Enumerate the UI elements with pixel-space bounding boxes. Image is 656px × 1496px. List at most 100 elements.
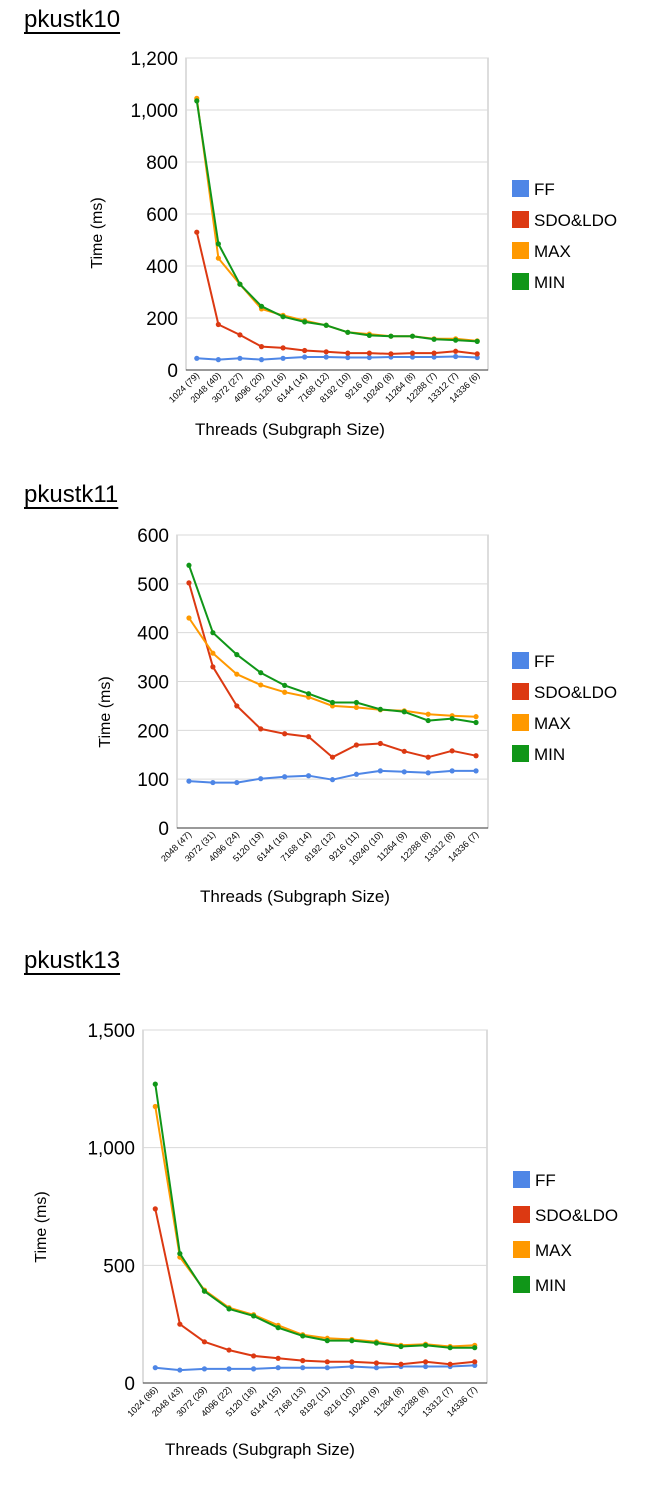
data-point-ff: [177, 1367, 183, 1373]
y-tick-label: 800: [146, 153, 178, 174]
legend-swatch-min: [513, 1276, 530, 1293]
data-point-sdo-ldo: [401, 748, 407, 754]
data-point-sdo-ldo: [234, 703, 240, 709]
data-point-sdo-ldo: [237, 332, 243, 338]
data-point-sdo-ldo: [226, 1347, 232, 1353]
y-tick-label: 200: [146, 309, 178, 330]
series-line-sdo-ldo: [195, 231, 478, 355]
data-point-max: [186, 615, 192, 621]
y-axis-label: Time (ms): [33, 1191, 50, 1262]
y-axis-label: Time (ms): [97, 676, 114, 747]
y-tick-label: 400: [146, 257, 178, 278]
data-point-min: [425, 717, 431, 724]
data-point-ff: [237, 355, 243, 361]
data-point-min: [324, 1338, 330, 1344]
data-point-max: [473, 714, 479, 720]
data-point-ff: [377, 768, 383, 774]
legend-label-max: MAX: [535, 1241, 572, 1260]
data-point-min: [305, 691, 312, 697]
series-line-sdo-ldo: [154, 1208, 475, 1366]
data-point-min: [194, 98, 200, 104]
data-point-sdo-ldo: [323, 349, 329, 355]
series-line-min: [195, 100, 478, 343]
data-point-min: [388, 333, 394, 339]
data-point-ff: [473, 768, 479, 774]
series-line-min: [154, 1083, 475, 1349]
data-point-min: [349, 1338, 355, 1344]
y-tick-label: 1,000: [130, 101, 178, 122]
y-tick-label: 500: [103, 1256, 135, 1277]
data-point-min: [210, 630, 216, 636]
data-point-ff: [425, 770, 431, 776]
data-point-min: [472, 1345, 478, 1351]
data-point-sdo-ldo: [447, 1361, 453, 1367]
plot-area: [142, 1029, 488, 1384]
data-point-min: [453, 337, 459, 343]
data-point-ff: [210, 779, 216, 786]
data-point-ff: [280, 355, 286, 361]
data-point-min: [373, 1340, 380, 1346]
data-point-sdo-ldo: [258, 726, 264, 732]
data-point-ff: [366, 354, 372, 361]
data-point-sdo-ldo: [409, 350, 416, 356]
y-tick-label: 300: [137, 673, 169, 694]
legend-label-ff: FF: [535, 1171, 556, 1190]
data-point-ff: [258, 776, 264, 782]
data-point-sdo-ldo: [302, 347, 308, 354]
data-point-ff: [373, 1365, 380, 1371]
data-point-max: [258, 682, 264, 688]
data-point-min: [237, 281, 243, 287]
chart-title-pkustk11: pkustk11: [24, 481, 119, 508]
legend-swatch-ff: [512, 652, 529, 669]
data-point-sdo-ldo: [258, 344, 265, 350]
data-point-sdo-ldo: [353, 742, 360, 748]
legend-swatch-ff: [513, 1171, 530, 1188]
legend-swatch-sdo-ldo: [512, 683, 529, 700]
x-axis-label: Threads (Subgraph Size): [200, 887, 390, 906]
data-point-sdo-ldo: [201, 1339, 208, 1345]
data-point-max: [234, 671, 240, 677]
data-point-sdo-ldo: [305, 734, 312, 740]
data-point-min: [302, 319, 308, 325]
data-point-ff: [323, 354, 329, 360]
data-point-ff: [258, 357, 265, 363]
y-tick-label: 600: [146, 205, 178, 226]
data-point-min: [431, 336, 437, 342]
data-point-ff: [349, 1363, 355, 1370]
data-point-sdo-ldo: [377, 740, 383, 747]
y-tick-label: 0: [158, 819, 169, 840]
data-point-ff: [422, 1363, 429, 1370]
data-point-ff: [329, 777, 336, 783]
data-point-ff: [275, 1365, 281, 1371]
data-point-ff: [409, 354, 416, 360]
data-point-min: [323, 322, 329, 328]
legend-swatch-max: [513, 1241, 530, 1258]
data-point-ff: [282, 774, 288, 780]
data-point-min: [280, 314, 286, 320]
data-point-ff: [194, 355, 200, 361]
data-point-max: [425, 711, 431, 717]
data-point-min: [215, 241, 221, 247]
data-point-min: [282, 682, 288, 689]
data-point-min: [422, 1342, 429, 1348]
data-point-sdo-ldo: [388, 351, 394, 357]
data-point-sdo-ldo: [177, 1321, 183, 1327]
y-tick-label: 100: [137, 770, 169, 791]
data-point-sdo-ldo: [373, 1360, 380, 1366]
y-tick-label: 400: [137, 624, 169, 645]
data-point-max: [282, 689, 288, 695]
series-line-ff: [155, 1364, 475, 1372]
data-point-min: [345, 329, 351, 335]
data-point-ff: [449, 768, 455, 774]
data-point-min: [366, 332, 372, 339]
legend-label-ff: FF: [534, 652, 555, 671]
data-point-ff: [201, 1366, 208, 1372]
data-point-sdo-ldo: [152, 1206, 158, 1212]
y-tick-label: 0: [167, 361, 178, 382]
data-point-min: [353, 699, 360, 706]
x-axis-label: Threads (Subgraph Size): [165, 1440, 355, 1459]
data-point-ff: [302, 354, 308, 360]
legend-label-sdo-ldo: SDO&LDO: [534, 683, 617, 702]
